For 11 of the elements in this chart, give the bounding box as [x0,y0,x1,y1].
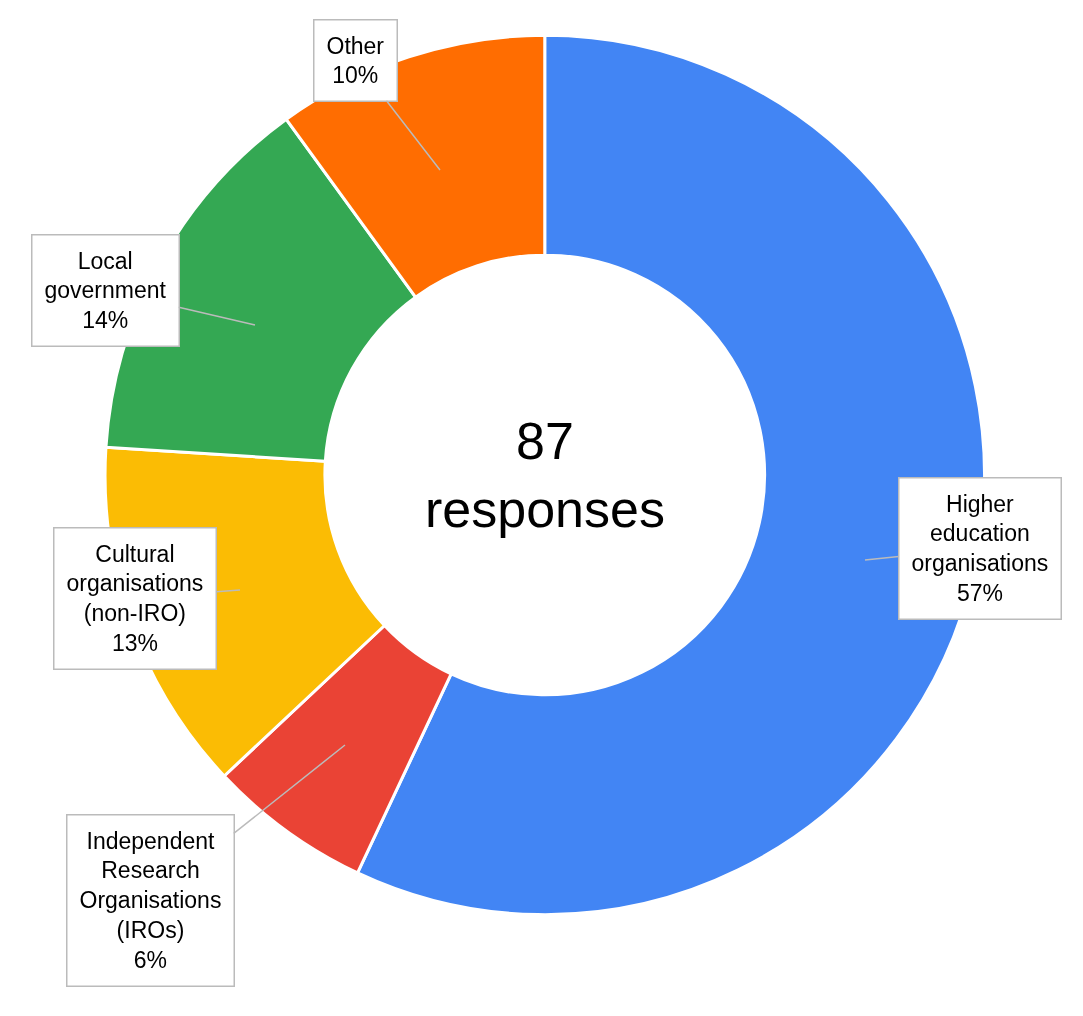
data-label: 13% [111,630,158,657]
slice-label: Local government [44,247,167,304]
data-label: 6% [133,947,168,974]
text: 87 responses [425,412,665,538]
slice-label: Independent Research Organisations (IROs) [79,827,222,944]
slice-label: Higher education organisations [911,490,1049,577]
slice-label: Other [326,32,385,59]
slice-label: Cultural organisations (non-IRO) [66,540,204,627]
data-label: 57% [956,580,1003,607]
data-label: 14% [82,307,129,334]
data-label: 10% [332,62,379,89]
